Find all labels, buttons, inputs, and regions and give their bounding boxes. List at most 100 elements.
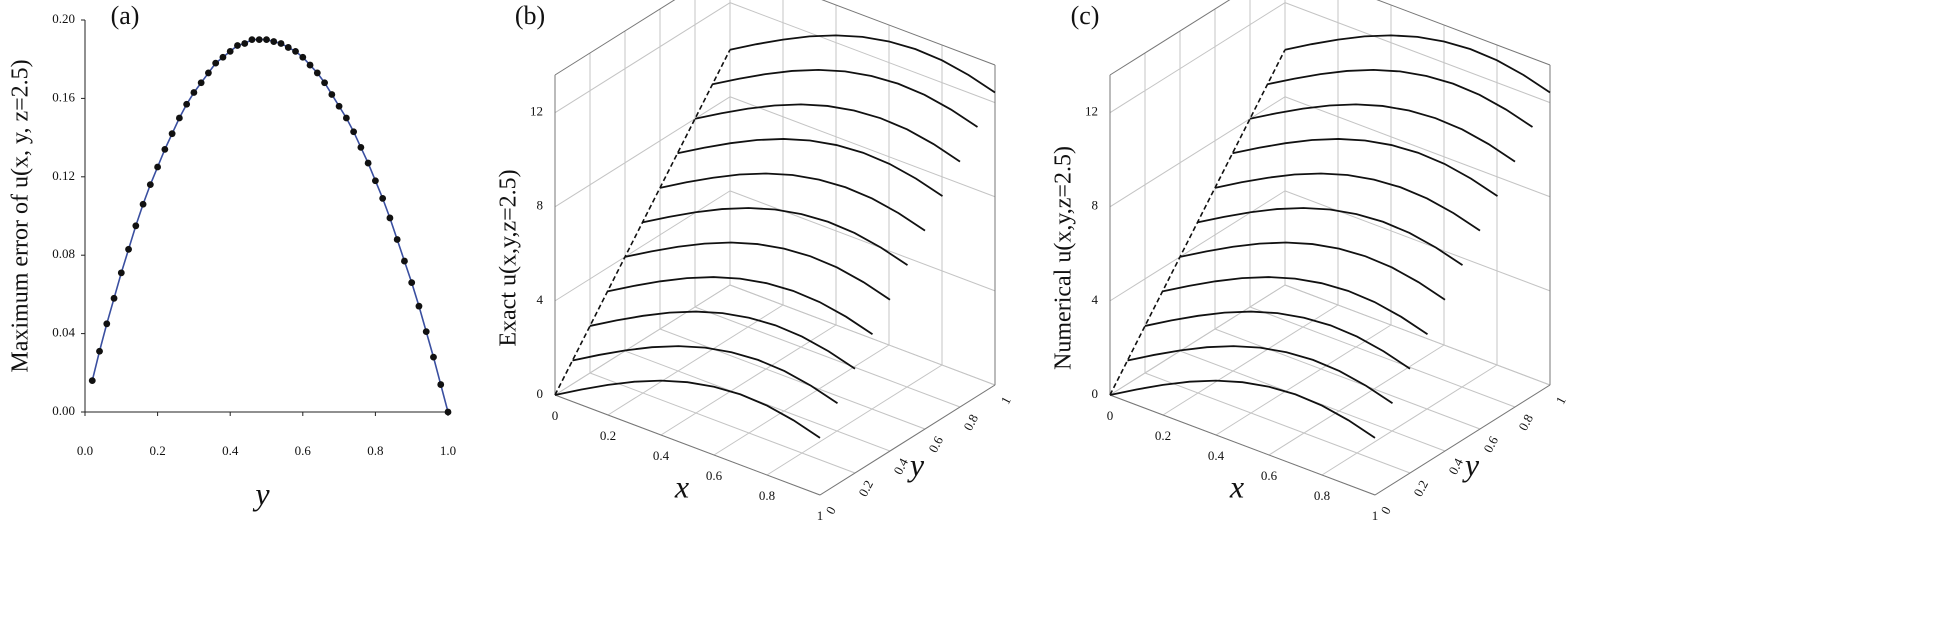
surface-curve <box>712 68 978 128</box>
box-edge <box>821 0 996 66</box>
box-edge <box>819 384 996 496</box>
z-tick-label: 12 <box>530 104 543 119</box>
marker <box>190 89 198 96</box>
box-edge <box>554 394 821 496</box>
marker <box>88 377 96 385</box>
surface-curve <box>642 207 908 266</box>
x-tick-label: 0.0 <box>77 443 93 458</box>
floor-grid-line <box>766 364 943 476</box>
panel-label: (c) <box>1071 1 1100 30</box>
surface-curve <box>1144 310 1411 370</box>
marker <box>248 36 256 43</box>
x-axis-label: x <box>674 468 689 504</box>
marker <box>437 381 445 388</box>
x-tick-label: 0.6 <box>1261 468 1278 483</box>
z-tick-label: 4 <box>537 292 544 307</box>
marker <box>255 36 263 43</box>
marker <box>226 47 234 55</box>
surface-curve <box>1179 241 1446 301</box>
x-axis-label: x <box>1229 468 1244 504</box>
marker <box>444 408 452 416</box>
surface-edge <box>1109 49 1286 396</box>
marker <box>364 159 372 167</box>
z-axis-label: Exact u(x,y,z=2.5) <box>496 169 522 346</box>
marker <box>299 53 307 61</box>
marker <box>263 36 270 43</box>
side-grid-line <box>554 284 731 396</box>
y-tick-label: 1 <box>998 394 1014 407</box>
marker <box>183 100 191 108</box>
marker <box>357 144 365 151</box>
floor-grid-line <box>694 306 961 408</box>
z-tick-label: 0 <box>537 386 544 401</box>
x-tick-label: 0.4 <box>653 448 670 463</box>
floor-grid-line <box>1321 364 1498 476</box>
floor-grid-line <box>659 328 926 430</box>
side-grid-line <box>554 96 731 208</box>
y-tick-label: 0.6 <box>925 433 946 455</box>
x-tick-label: 0.6 <box>706 468 723 483</box>
z-tick-label: 4 <box>1092 292 1099 307</box>
y-tick-label: 0.2 <box>1410 478 1431 499</box>
z-axis-label: Numerical u(x,y,z=2.5) <box>1051 146 1077 370</box>
back-grid-line <box>1284 190 1551 292</box>
marker <box>335 102 343 110</box>
marker <box>175 114 183 122</box>
back-grid-line <box>729 284 996 386</box>
marker <box>146 181 154 189</box>
y-tick-label: 0.04 <box>52 325 75 340</box>
marker <box>328 91 336 98</box>
y-tick-label: 0.20 <box>52 11 75 26</box>
surface-curve <box>554 379 821 439</box>
x-tick-label: 0.6 <box>295 443 312 458</box>
y-tick-label: 0.2 <box>855 478 876 499</box>
surface-curve <box>1249 103 1516 163</box>
x-tick-label: 0.8 <box>759 488 775 503</box>
marker <box>408 279 416 287</box>
x-axis-label: y <box>252 475 270 511</box>
marker <box>284 44 292 51</box>
marker <box>342 114 350 122</box>
y-tick-label: 0.4 <box>1445 455 1466 477</box>
marker <box>415 302 423 310</box>
surface-curve <box>1127 345 1393 405</box>
marker <box>393 236 401 243</box>
marker <box>241 40 249 47</box>
floor-grid-line <box>1268 344 1445 456</box>
surface-curve <box>1109 379 1376 439</box>
x-tick-label: 0 <box>1107 408 1114 423</box>
marker <box>313 69 321 77</box>
x-tick-label: 0.2 <box>600 428 616 443</box>
surface-curve <box>729 34 996 94</box>
floor-grid-line <box>713 344 890 456</box>
marker <box>292 47 299 55</box>
floor-grid-line <box>607 304 784 416</box>
y-tick-label: 0.00 <box>52 403 75 418</box>
y-axis-label: y <box>907 446 925 482</box>
back-grid-line <box>729 2 996 104</box>
x-tick-label: 1.0 <box>440 443 456 458</box>
marker <box>132 222 140 230</box>
y-tick-label: 0.8 <box>1515 412 1536 433</box>
surface-curve <box>1162 276 1428 335</box>
y-tick-label: 0.08 <box>52 246 75 261</box>
y-tick-label: 0.8 <box>960 412 981 433</box>
surface-curve <box>677 138 943 197</box>
back-grid-line <box>1284 96 1551 198</box>
x-tick-label: 0.4 <box>1208 448 1225 463</box>
marker <box>161 145 169 153</box>
side-grid-line <box>1109 284 1286 396</box>
marker <box>422 328 430 336</box>
surface-curve <box>572 345 838 405</box>
marker <box>270 38 278 45</box>
back-grid-line <box>729 190 996 292</box>
marker <box>139 200 147 208</box>
surface-curve <box>1267 68 1533 128</box>
marker <box>372 177 379 185</box>
floor-grid-line <box>589 372 856 474</box>
box-edge <box>1109 394 1376 496</box>
marker <box>379 194 387 202</box>
y-tick-label: 0.4 <box>890 455 911 477</box>
